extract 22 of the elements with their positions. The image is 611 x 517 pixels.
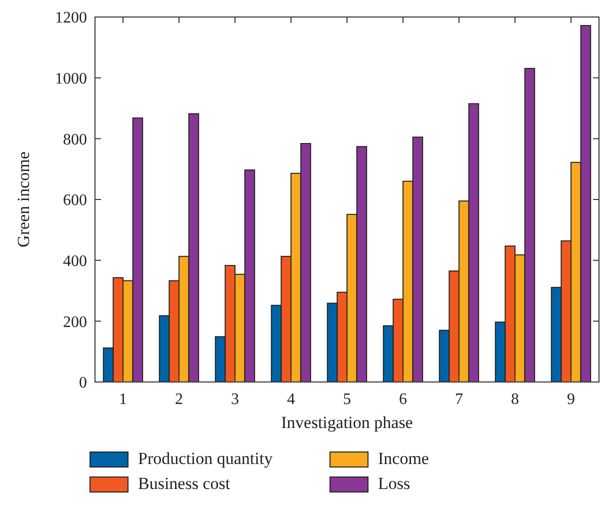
- y-tick-label: 1000: [55, 70, 87, 88]
- y-tick-label: 0: [79, 374, 87, 392]
- legend-label: Business cost: [138, 474, 230, 493]
- legend-label: Income: [378, 449, 429, 468]
- x-tick-label: 4: [287, 391, 295, 408]
- x-axis-title: Investigation phase: [281, 413, 413, 432]
- y-tick-label: 600: [63, 192, 87, 210]
- y-axis-title: Green income: [14, 152, 33, 248]
- x-tick-label: 9: [567, 391, 575, 408]
- x-tick-label: 6: [399, 391, 407, 408]
- x-tick-label: 5: [343, 391, 351, 408]
- x-tick-label: 1: [119, 391, 127, 408]
- y-tick-label: 200: [63, 314, 87, 331]
- x-tick-label: 2: [175, 391, 183, 408]
- y-tick-label: 1200: [55, 10, 87, 27]
- x-tick-label: 3: [231, 391, 239, 408]
- legend-label: Production quantity: [138, 449, 274, 468]
- x-tick-label: 7: [455, 391, 463, 408]
- y-tick-label: 400: [63, 252, 87, 270]
- legend-label: Loss: [378, 474, 410, 493]
- x-tick-label: 8: [511, 391, 519, 408]
- y-tick-label: 800: [63, 131, 87, 148]
